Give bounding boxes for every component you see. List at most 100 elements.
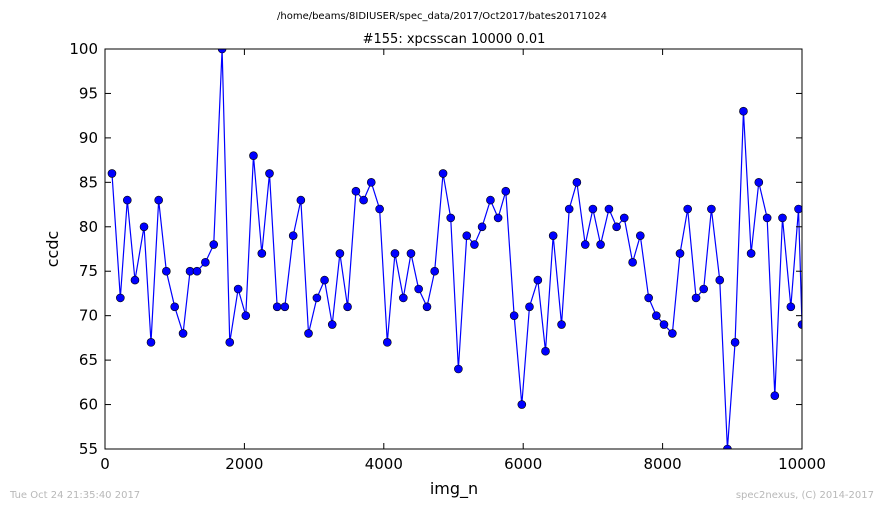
data-point (116, 293, 125, 303)
data-point (351, 186, 361, 196)
footer-credit: spec2nexus, (C) 2014-2017 (736, 490, 874, 501)
data-point (178, 329, 188, 338)
y-axis-label: ccdc (43, 231, 62, 268)
data-point (123, 195, 132, 205)
data-point (209, 240, 219, 249)
file-path-header: /home/beams/8IDIUSER/spec_data/2017/Oct2… (277, 11, 607, 22)
data-point (715, 275, 725, 285)
data-point (217, 49, 227, 54)
data-point (225, 338, 235, 347)
y-tick-label: 90 (79, 129, 98, 147)
data-point (778, 213, 787, 223)
data-point (406, 249, 416, 258)
data-point (509, 311, 519, 320)
data-point (192, 266, 202, 276)
data-point (312, 293, 322, 303)
data-point (304, 329, 313, 338)
data-point (438, 169, 448, 178)
data-point (730, 338, 740, 347)
x-tick-label: 4000 (365, 455, 403, 473)
data-point (541, 346, 550, 356)
data-point (493, 213, 503, 223)
data-point (797, 320, 802, 329)
data-point (241, 311, 251, 320)
y-tick-label: 95 (79, 84, 98, 102)
data-point (501, 186, 511, 196)
data-point (249, 151, 258, 160)
x-tick-label: 8000 (644, 455, 682, 473)
data-point (691, 293, 701, 303)
y-tick-label: 85 (79, 173, 98, 191)
y-tick-label: 70 (79, 307, 98, 325)
data-point (564, 204, 574, 214)
data-point (786, 302, 796, 312)
data-point (327, 320, 337, 329)
data-point (265, 169, 274, 178)
data-point (399, 293, 408, 303)
data-point (628, 258, 637, 267)
data-point (572, 178, 582, 187)
data-point (746, 249, 756, 258)
data-point (335, 249, 345, 258)
data-point (201, 258, 210, 267)
data-point (604, 204, 614, 214)
data-point (596, 240, 605, 249)
data-point (557, 320, 566, 329)
y-tick-label: 55 (79, 440, 98, 458)
data-point (668, 329, 677, 338)
data-point (366, 178, 376, 187)
data-point (762, 213, 772, 223)
data-point (375, 204, 384, 214)
data-point (548, 231, 558, 240)
data-point (477, 222, 487, 232)
data-point (430, 266, 439, 276)
y-tick-label: 65 (79, 351, 98, 369)
data-point (320, 275, 329, 285)
data-point (146, 338, 156, 347)
data-point (130, 275, 140, 285)
data-point (272, 302, 282, 312)
data-point (588, 204, 598, 214)
data-point (739, 106, 748, 116)
data-point (470, 240, 479, 249)
data-point (107, 169, 117, 178)
data-point (414, 284, 423, 294)
data-point (580, 240, 590, 249)
data-point (707, 204, 716, 214)
data-series (107, 49, 802, 449)
y-tick-label: 75 (79, 262, 98, 280)
data-point (699, 284, 709, 294)
data-point (162, 266, 171, 276)
data-point (233, 284, 243, 294)
data-point (170, 302, 179, 312)
x-tick-label: 10000 (778, 455, 826, 473)
data-point (525, 302, 534, 312)
data-point (462, 231, 472, 240)
data-point (390, 249, 400, 258)
data-point (652, 311, 661, 320)
x-tick-label: 2000 (225, 455, 263, 473)
data-point (754, 178, 764, 187)
data-point (288, 231, 298, 240)
series-line (111, 49, 802, 449)
plot-area: 0 2000 4000 6000 8000 10000 55 60 65 70 75 80 85 90 95… (69, 40, 826, 473)
y-tick-label: 60 (79, 396, 98, 414)
data-point (139, 222, 149, 232)
x-axis-label: img_n (430, 479, 478, 499)
y-tick-label: 80 (79, 218, 98, 236)
data-point (454, 364, 463, 374)
data-point (486, 195, 495, 205)
data-point (794, 204, 802, 214)
data-point (619, 213, 629, 223)
plot-frame (104, 48, 803, 450)
data-point (659, 320, 669, 329)
data-point (683, 204, 692, 214)
data-point (343, 302, 352, 312)
data-point (154, 195, 163, 205)
data-point (770, 391, 780, 400)
data-point (533, 275, 543, 285)
data-point (257, 249, 267, 258)
data-point (359, 195, 368, 205)
y-tick-label: 100 (69, 40, 98, 58)
